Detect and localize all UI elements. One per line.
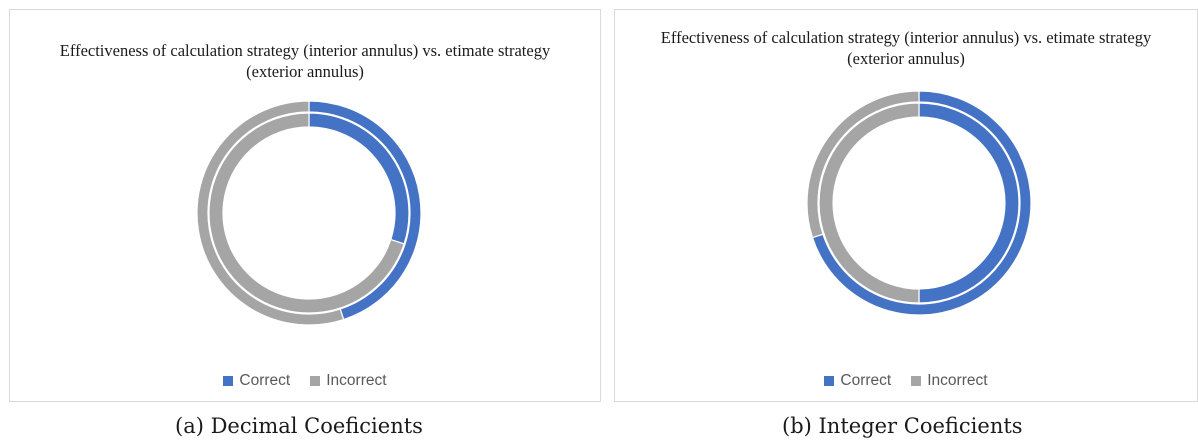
- legend-swatch-correct: [223, 376, 234, 386]
- legend-label: Incorrect: [927, 372, 988, 389]
- exterior-ring-slice-incorrect: [806, 90, 920, 239]
- legend-label: Incorrect: [326, 372, 387, 389]
- legend-swatch-incorrect: [911, 376, 922, 386]
- legend-swatch-incorrect: [310, 376, 321, 386]
- donut-chart: [196, 100, 422, 326]
- figure-caption-a: (a) Decimal Coeficients: [175, 414, 423, 438]
- chart-legend: Correct Incorrect: [615, 372, 1197, 390]
- interior-ring-slice-incorrect: [208, 112, 405, 314]
- chart-title: Effectiveness of calculation strategy (i…: [59, 41, 551, 81]
- legend-label: Correct: [239, 372, 291, 389]
- legend-label: Correct: [840, 372, 892, 389]
- interior-ring-slice-incorrect: [818, 102, 920, 304]
- legend-item-incorrect: Incorrect: [911, 372, 988, 390]
- donut-chart: [806, 90, 1032, 316]
- chart-panel-decimal: Effectiveness of calculation strategy (i…: [9, 9, 601, 402]
- exterior-ring-slice-incorrect: [196, 100, 345, 326]
- legend-item-incorrect: Incorrect: [310, 372, 387, 390]
- legend-item-correct: Correct: [223, 372, 290, 390]
- figure-caption-b: (b) Integer Coeficients: [782, 414, 1023, 438]
- chart-panel-integer: Effectiveness of calculation strategy (i…: [614, 9, 1198, 402]
- interior-ring-slice-correct: [308, 112, 410, 245]
- legend-swatch-correct: [824, 376, 835, 386]
- chart-legend: Correct Incorrect: [10, 372, 600, 390]
- chart-title: Effectiveness of calculation strategy (i…: [660, 28, 1152, 68]
- legend-item-correct: Correct: [824, 372, 891, 390]
